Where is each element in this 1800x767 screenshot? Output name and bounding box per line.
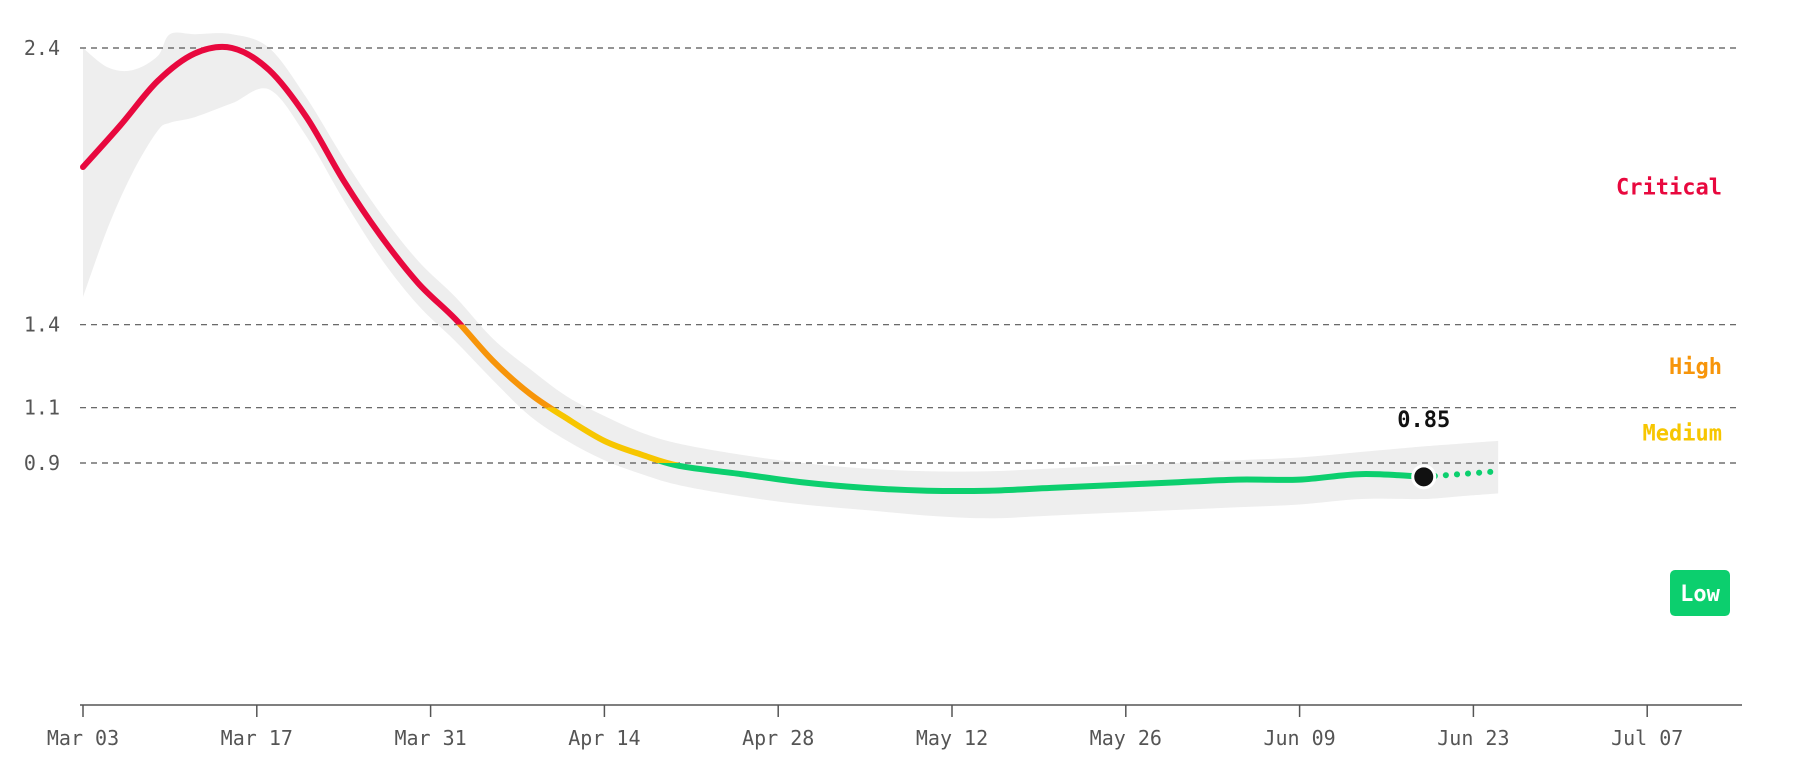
x-tick-label: Jul 07 [1611,726,1683,750]
level-label-critical: Critical [1616,175,1722,200]
current-value-label: 0.85 [1397,408,1450,433]
level-label-high: High [1669,355,1722,380]
x-axis: Mar 03 Mar 17 Mar 31 Apr 14 Apr 28 May 12 May … [47,704,1742,750]
x-tick-label: Mar 03 [47,726,119,750]
x-tick-label: Jun 09 [1263,726,1335,750]
line-layer [80,43,1502,494]
uncertainty-band [83,32,1499,519]
y-tick-label: 1.1 [24,396,60,420]
x-tick-label: Jun 23 [1437,726,1509,750]
x-tick-label: May 26 [1090,726,1162,750]
x-tick-label: Mar 31 [394,726,466,750]
uncertainty-band-layer [83,32,1499,519]
y-tick-label: 0.9 [24,451,60,475]
level-badge-bg [1670,570,1730,617]
x-tick-label: Apr 14 [568,726,640,750]
label-layer: 0.9 1.1 1.4 2.4 0.85 Critical High Medium Low [24,36,1730,617]
level-label-low: Low [1670,570,1730,617]
current-point [1411,464,1437,490]
x-tick-label: May 12 [916,726,988,750]
grid-layer [80,47,1740,464]
series-line-critical [80,43,465,325]
x-tick-label: Mar 17 [221,726,293,750]
y-tick-label: 1.4 [24,313,60,337]
level-label-medium: Medium [1643,422,1722,447]
x-tick-label: Apr 28 [742,726,814,750]
series-line-medium [544,407,681,463]
series-line-low [656,463,1427,494]
level-badge-text: Low [1680,582,1720,607]
series-line-high [456,324,556,408]
y-tick-label: 2.4 [24,36,60,60]
